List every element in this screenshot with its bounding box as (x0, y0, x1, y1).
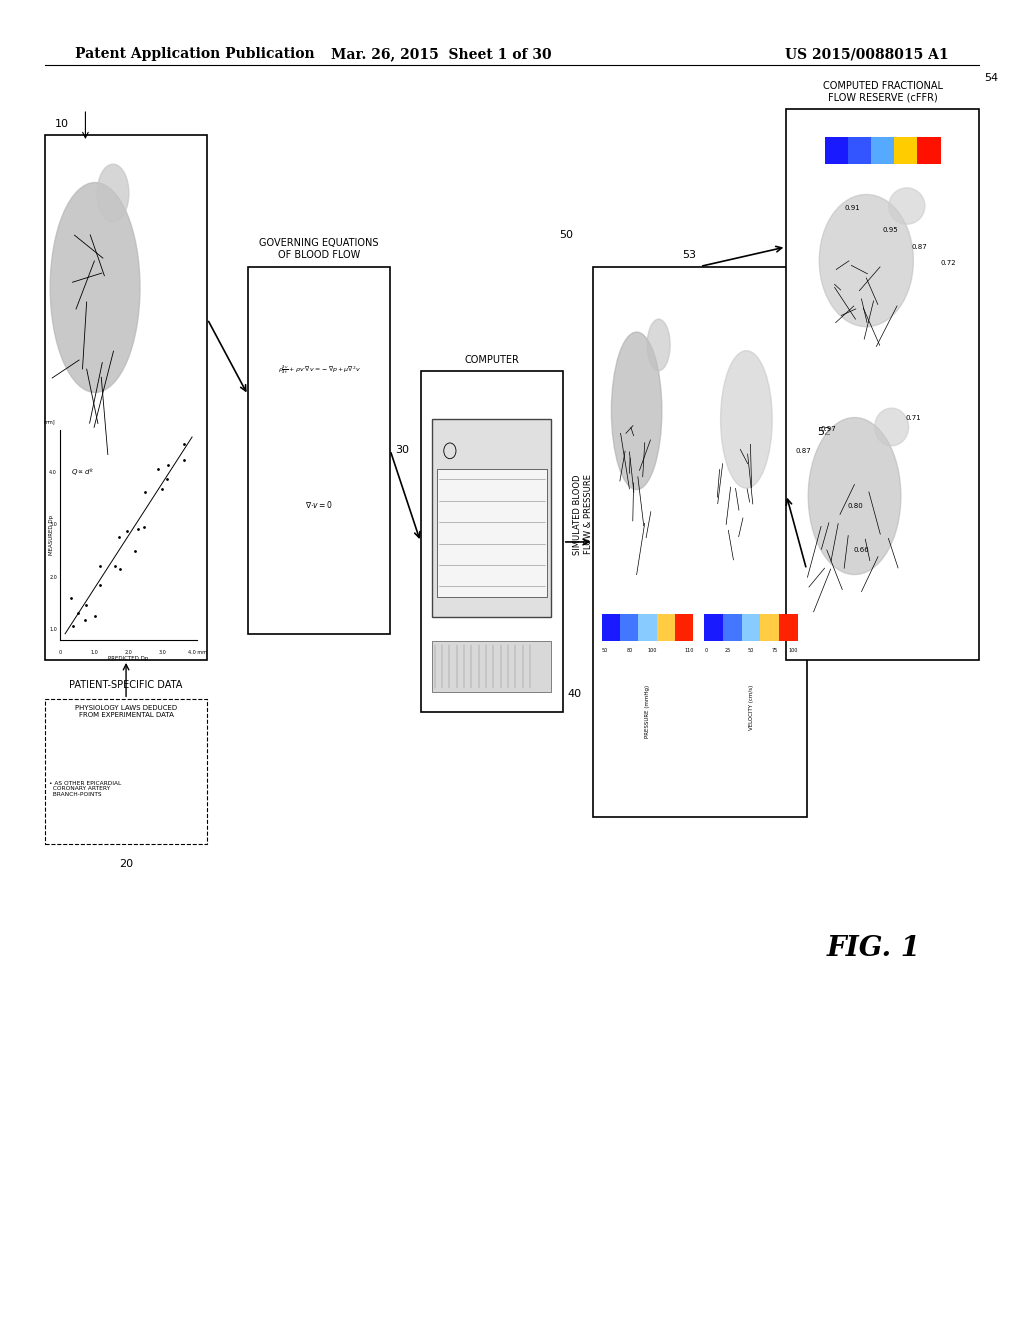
FancyBboxPatch shape (45, 136, 207, 660)
Text: 0.72: 0.72 (941, 260, 956, 267)
Text: $Q \propto d^k$: $Q \propto d^k$ (71, 466, 94, 479)
Text: 25: 25 (725, 648, 731, 652)
Text: 0.91: 0.91 (844, 206, 860, 211)
Ellipse shape (647, 319, 670, 371)
Text: 53: 53 (682, 249, 696, 260)
Text: SIMULATED BLOOD
FLOW & PRESSURE: SIMULATED BLOOD FLOW & PRESSURE (573, 474, 593, 554)
FancyBboxPatch shape (656, 614, 675, 642)
Text: 0.80: 0.80 (848, 503, 863, 508)
Text: 0.97: 0.97 (821, 425, 837, 432)
Ellipse shape (611, 333, 662, 490)
FancyBboxPatch shape (602, 614, 621, 642)
FancyBboxPatch shape (824, 137, 848, 164)
Ellipse shape (889, 187, 925, 224)
Text: PREDICTED Dp: PREDICTED Dp (109, 656, 148, 661)
Text: 0.66: 0.66 (854, 546, 869, 553)
Text: 50: 50 (748, 648, 755, 652)
FancyBboxPatch shape (894, 137, 918, 164)
Text: 52: 52 (817, 426, 830, 437)
Text: 100: 100 (647, 648, 657, 652)
Text: mm]: mm] (43, 418, 55, 424)
FancyBboxPatch shape (761, 614, 779, 642)
Text: 75: 75 (771, 648, 777, 652)
Text: 0: 0 (705, 648, 708, 652)
Text: $\rho\frac{\partial v}{\partial t}+\rho v{\cdot}\nabla v=-\nabla p+\mu\nabla^2 v: $\rho\frac{\partial v}{\partial t}+\rho … (278, 363, 360, 376)
Text: 2.0: 2.0 (49, 576, 57, 579)
Text: Mar. 26, 2015  Sheet 1 of 30: Mar. 26, 2015 Sheet 1 of 30 (331, 48, 551, 62)
Text: 4.0 mm: 4.0 mm (187, 649, 207, 655)
Text: 1.0: 1.0 (90, 649, 98, 655)
Text: 0.95: 0.95 (883, 227, 898, 234)
Text: US 2015/0088015 A1: US 2015/0088015 A1 (785, 48, 949, 62)
Ellipse shape (874, 408, 908, 446)
Text: 20: 20 (119, 859, 133, 870)
Text: 80: 80 (626, 648, 633, 652)
Ellipse shape (721, 351, 772, 488)
Text: 0.87: 0.87 (911, 244, 928, 249)
FancyBboxPatch shape (741, 614, 761, 642)
Text: 40: 40 (568, 689, 582, 700)
Text: 0: 0 (58, 649, 61, 655)
Text: 100: 100 (788, 648, 798, 652)
FancyBboxPatch shape (848, 137, 871, 164)
FancyBboxPatch shape (421, 371, 563, 713)
Text: 1.0: 1.0 (49, 627, 57, 632)
Text: 0.71: 0.71 (906, 414, 922, 421)
Text: 54: 54 (984, 73, 998, 83)
FancyBboxPatch shape (45, 700, 207, 843)
Ellipse shape (819, 194, 913, 327)
FancyBboxPatch shape (705, 614, 723, 642)
Text: $\nabla{\cdot}v=0$: $\nabla{\cdot}v=0$ (305, 500, 333, 511)
Text: 2.0: 2.0 (125, 649, 132, 655)
FancyBboxPatch shape (621, 614, 639, 642)
FancyBboxPatch shape (675, 614, 693, 642)
Text: 10: 10 (55, 119, 69, 129)
Ellipse shape (50, 182, 140, 392)
FancyBboxPatch shape (918, 137, 941, 164)
Text: 50: 50 (559, 230, 573, 240)
Text: PRESSURE (mmHg): PRESSURE (mmHg) (645, 685, 650, 738)
FancyBboxPatch shape (593, 267, 807, 817)
Text: 3.0: 3.0 (49, 523, 57, 528)
FancyBboxPatch shape (871, 137, 894, 164)
FancyBboxPatch shape (779, 614, 798, 642)
Ellipse shape (808, 417, 901, 574)
Text: • AS OTHER EPICARDIAL
  CORONARY ARTERY
  BRANCH-POINTS: • AS OTHER EPICARDIAL CORONARY ARTERY BR… (49, 780, 121, 797)
Text: 4.0: 4.0 (49, 470, 57, 475)
FancyBboxPatch shape (786, 110, 979, 660)
Text: 50: 50 (602, 648, 608, 652)
FancyBboxPatch shape (723, 614, 741, 642)
Text: 3.0: 3.0 (159, 649, 167, 655)
Text: 0.87: 0.87 (796, 447, 812, 454)
Text: FIG. 1: FIG. 1 (826, 935, 921, 962)
Text: COMPUTED FRACTIONAL
FLOW RESERVE (cFFR): COMPUTED FRACTIONAL FLOW RESERVE (cFFR) (822, 81, 943, 103)
Text: 30: 30 (395, 445, 410, 455)
Text: PATIENT-SPECIFIC DATA: PATIENT-SPECIFIC DATA (70, 680, 182, 689)
Text: Patent Application Publication: Patent Application Publication (75, 48, 315, 62)
Text: PHYSIOLOGY LAWS DEDUCED
FROM EXPERIMENTAL DATA: PHYSIOLOGY LAWS DEDUCED FROM EXPERIMENTA… (75, 705, 177, 718)
FancyBboxPatch shape (437, 469, 547, 597)
Text: MEASURED Dp: MEASURED Dp (49, 515, 54, 556)
FancyBboxPatch shape (248, 267, 390, 634)
FancyBboxPatch shape (639, 614, 656, 642)
Text: 110: 110 (684, 648, 693, 652)
Ellipse shape (97, 164, 129, 222)
FancyBboxPatch shape (432, 420, 551, 616)
FancyBboxPatch shape (432, 640, 551, 692)
Text: COMPUTER: COMPUTER (464, 355, 519, 364)
Text: VELOCITY (cm/s): VELOCITY (cm/s) (749, 685, 754, 730)
Text: GOVERNING EQUATIONS
OF BLOOD FLOW: GOVERNING EQUATIONS OF BLOOD FLOW (259, 239, 379, 260)
